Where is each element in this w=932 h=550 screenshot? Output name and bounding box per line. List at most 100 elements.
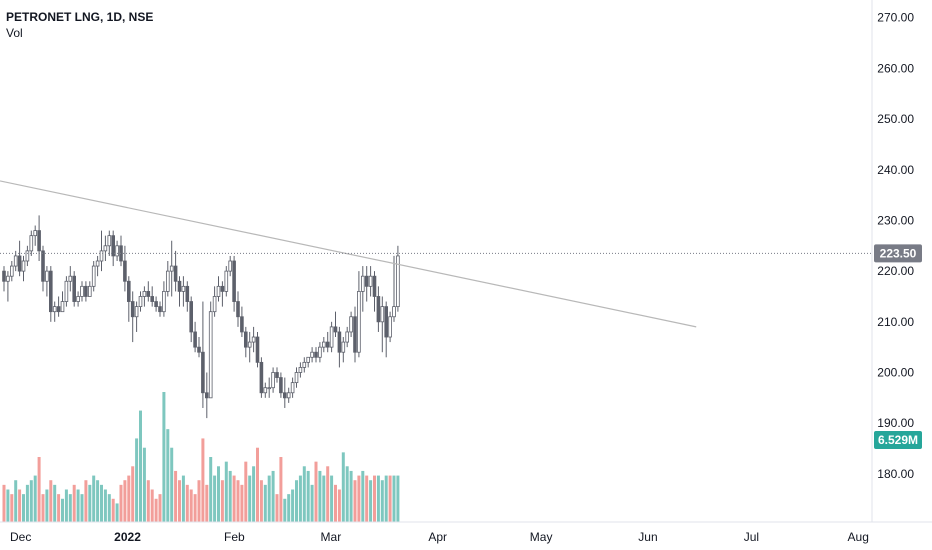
candle-body <box>236 301 240 318</box>
volume-bar <box>271 470 275 522</box>
candle-body <box>162 291 166 313</box>
volume-bar <box>162 392 166 522</box>
volume-bar <box>166 429 170 522</box>
volume-bar <box>357 475 361 522</box>
candle-body <box>279 377 283 394</box>
volume-bar <box>318 470 322 522</box>
candle-body <box>286 392 291 399</box>
x-tick-label: Feb <box>224 530 245 544</box>
volume-bar <box>244 461 248 522</box>
volume-bar <box>107 494 111 522</box>
volume-bar <box>80 494 84 522</box>
volume-bar <box>96 480 100 522</box>
volume-bar <box>123 480 127 522</box>
volume-bar <box>174 470 178 522</box>
x-tick-label: Jul <box>744 530 759 544</box>
candle-body <box>228 260 233 272</box>
candle-body <box>357 291 361 353</box>
candle-body <box>189 301 194 333</box>
candle-body <box>88 285 92 297</box>
x-tick-label: 2022 <box>114 530 141 544</box>
candle-body <box>392 306 396 318</box>
volume-bar <box>37 457 41 522</box>
candle-body <box>123 260 127 282</box>
candle-body <box>208 311 213 399</box>
volume-bar <box>10 494 14 522</box>
candle-body <box>275 372 279 378</box>
volume-bar <box>170 447 174 522</box>
volume-bar <box>337 489 341 522</box>
volume-bar <box>345 466 349 522</box>
candle-body <box>376 296 381 323</box>
last-volume-tag: 6.529M <box>878 433 918 447</box>
volume-bar <box>388 475 392 522</box>
volume-bar <box>41 494 45 522</box>
candle-body <box>204 392 209 399</box>
volume-bar <box>142 447 146 522</box>
volume-bar <box>103 489 107 522</box>
volume-bar <box>18 489 22 522</box>
y-tick-label: 190.00 <box>877 416 914 430</box>
volume-bar <box>88 484 92 522</box>
volume-bar <box>127 475 131 522</box>
candle-body <box>337 331 342 353</box>
volume-bar <box>349 470 353 522</box>
trendline[interactable] <box>0 180 697 328</box>
candle-body <box>384 306 388 338</box>
volume-bar <box>61 498 64 522</box>
last-volume-tag-bg <box>874 431 922 449</box>
volume-bar <box>92 475 96 522</box>
candle-body <box>91 265 96 287</box>
candle-body <box>282 392 287 399</box>
volume-bar <box>201 438 205 522</box>
volume-bar <box>154 498 158 522</box>
candle-body <box>72 275 77 302</box>
y-tick-label: 230.00 <box>877 213 914 227</box>
volume-bar <box>341 452 345 522</box>
volume-bars <box>2 392 400 522</box>
candle-body <box>80 285 84 297</box>
volume-bar <box>205 484 209 522</box>
volume-bar <box>263 484 267 522</box>
candle-body <box>341 341 346 353</box>
candle-body <box>321 341 326 348</box>
volume-bar <box>111 498 115 522</box>
y-tick-label: 260.00 <box>877 61 914 75</box>
candle-body <box>212 296 217 313</box>
candle-body <box>360 275 365 292</box>
volume-bar <box>224 461 228 522</box>
volume-bar <box>193 494 197 522</box>
candle-body <box>294 372 299 384</box>
candle-body <box>95 260 100 267</box>
volume-bar <box>365 475 369 522</box>
volume-bar <box>131 466 135 522</box>
x-tick-label: May <box>530 530 553 544</box>
chart-legend: PETRONET LNG, 1D, NSE Vol <box>6 9 153 41</box>
candle-body <box>127 280 131 302</box>
volume-bar <box>119 484 123 522</box>
candle-body <box>29 235 34 252</box>
volume-bar <box>197 480 201 522</box>
candle-body <box>255 336 260 363</box>
candle-body <box>17 255 22 272</box>
volume-bar <box>252 466 256 522</box>
candle-body <box>13 255 18 267</box>
volume-bar <box>72 484 76 522</box>
candle-body <box>353 316 357 353</box>
x-tick-label: Aug <box>848 530 869 544</box>
volume-bar <box>189 489 193 522</box>
volume-bar <box>158 494 162 522</box>
y-tick-label: 250.00 <box>877 112 914 126</box>
volume-bar <box>217 466 220 522</box>
volume-bar <box>298 475 302 522</box>
candle-body <box>138 296 143 308</box>
volume-bar <box>380 480 384 522</box>
candle-body <box>68 275 73 282</box>
volume-bar <box>392 475 396 522</box>
candle-body <box>119 245 123 262</box>
candle-body <box>6 275 10 282</box>
volume-bar <box>322 475 326 522</box>
candle-body <box>201 351 205 394</box>
volume-bar <box>146 480 150 522</box>
